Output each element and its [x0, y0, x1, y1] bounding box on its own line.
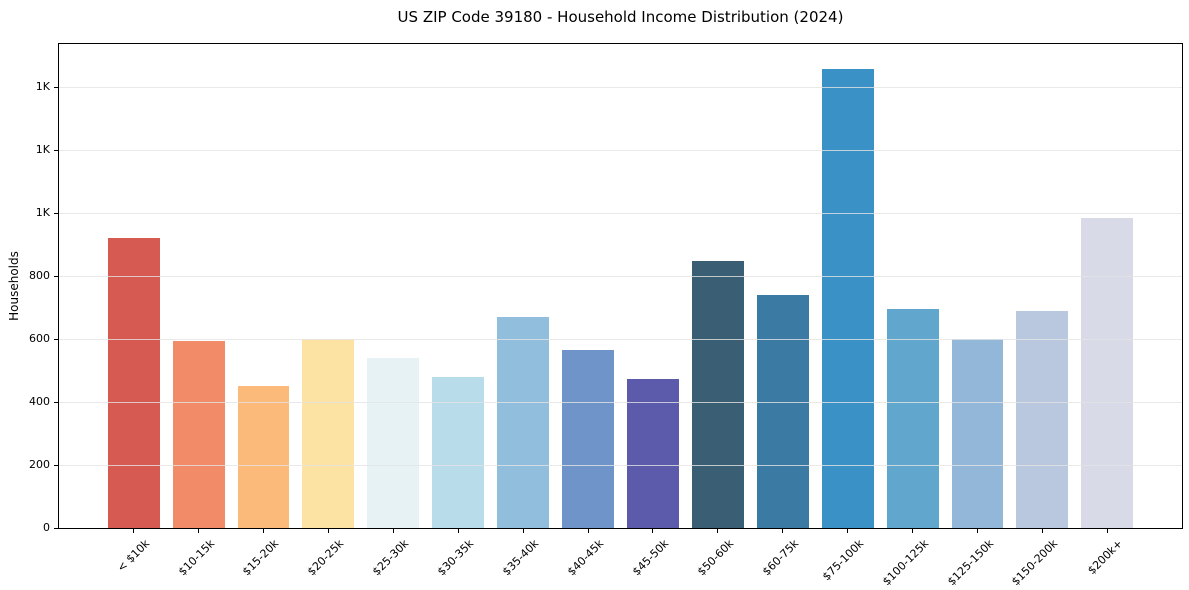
gridline: [59, 275, 1182, 277]
bar: [756, 295, 809, 528]
gridline: [59, 338, 1182, 340]
bar: [821, 68, 874, 528]
y-tick-mark: [54, 464, 58, 466]
x-tick-mark: [847, 529, 849, 533]
x-tick-label: $200k+: [1085, 537, 1126, 578]
y-tick-label: 1K: [35, 80, 50, 94]
y-tick-label: 1K: [35, 143, 50, 157]
bar: [886, 309, 939, 528]
x-tick-mark: [912, 529, 914, 533]
x-tick-label: $15-20k: [240, 537, 282, 579]
x-tick-label: $60-75k: [759, 537, 801, 579]
y-tick-label: 200: [29, 458, 50, 472]
y-tick-mark: [54, 86, 58, 88]
x-tick-label: $125-150k: [944, 537, 996, 589]
gridline: [59, 212, 1182, 214]
x-tick-mark: [457, 529, 459, 533]
x-tick-label: $10-15k: [175, 537, 217, 579]
x-tick-label: $150-200k: [1009, 537, 1061, 589]
x-tick-label: $100-125k: [879, 537, 931, 589]
x-tick-label: $35-40k: [500, 537, 542, 579]
x-tick-mark: [522, 529, 524, 533]
x-tick-mark: [198, 529, 200, 533]
y-tick-mark: [54, 275, 58, 277]
x-tick-mark: [977, 529, 979, 533]
y-tick-mark: [54, 401, 58, 403]
x-tick-mark: [782, 529, 784, 533]
x-tick-label: $75-100k: [819, 537, 866, 584]
y-tick-mark: [54, 212, 58, 214]
y-tick-label: 1K: [35, 206, 50, 220]
x-tick-label: < $10k: [114, 537, 152, 575]
bar: [497, 317, 550, 528]
gridline: [59, 401, 1182, 403]
y-tick-mark: [54, 527, 58, 529]
x-tick-label: $40-45k: [564, 537, 607, 579]
bar: [172, 340, 225, 528]
chart-title: US ZIP Code 39180 - Household Income Dis…: [397, 8, 844, 26]
x-tick-mark: [327, 529, 329, 533]
bar: [432, 376, 485, 528]
bar: [1016, 310, 1069, 528]
bar: [237, 386, 290, 528]
y-tick-label: 400: [29, 395, 50, 409]
bar: [1081, 218, 1134, 528]
y-tick-label: 800: [29, 269, 50, 283]
x-tick-label: $20-25k: [305, 537, 347, 579]
x-tick-label: $25-30k: [370, 537, 412, 579]
gridline: [59, 464, 1182, 466]
gridline: [59, 86, 1182, 88]
x-tick-mark: [717, 529, 719, 533]
x-tick-mark: [262, 529, 264, 533]
plot-area: [58, 43, 1183, 529]
gridline: [59, 149, 1182, 151]
bar: [951, 339, 1004, 528]
x-tick-label: $50-60k: [694, 537, 737, 579]
bar: [626, 378, 679, 528]
bar: [562, 350, 614, 528]
x-tick-label: $45-50k: [629, 537, 672, 579]
y-tick-mark: [54, 149, 58, 151]
y-tick-mark: [54, 338, 58, 340]
x-tick-mark: [587, 529, 589, 533]
x-tick-mark: [1041, 529, 1043, 533]
bar: [691, 260, 744, 528]
x-tick-mark: [1106, 529, 1108, 533]
x-tick-mark: [133, 529, 135, 533]
bar: [367, 358, 420, 528]
bar: [107, 238, 160, 528]
y-axis-title: Households: [7, 251, 21, 321]
x-tick-mark: [652, 529, 654, 533]
y-tick-label: 0: [43, 521, 50, 534]
bar: [302, 339, 355, 528]
y-tick-label: 600: [29, 332, 50, 346]
x-tick-mark: [392, 529, 394, 533]
x-tick-label: $30-35k: [435, 537, 477, 579]
